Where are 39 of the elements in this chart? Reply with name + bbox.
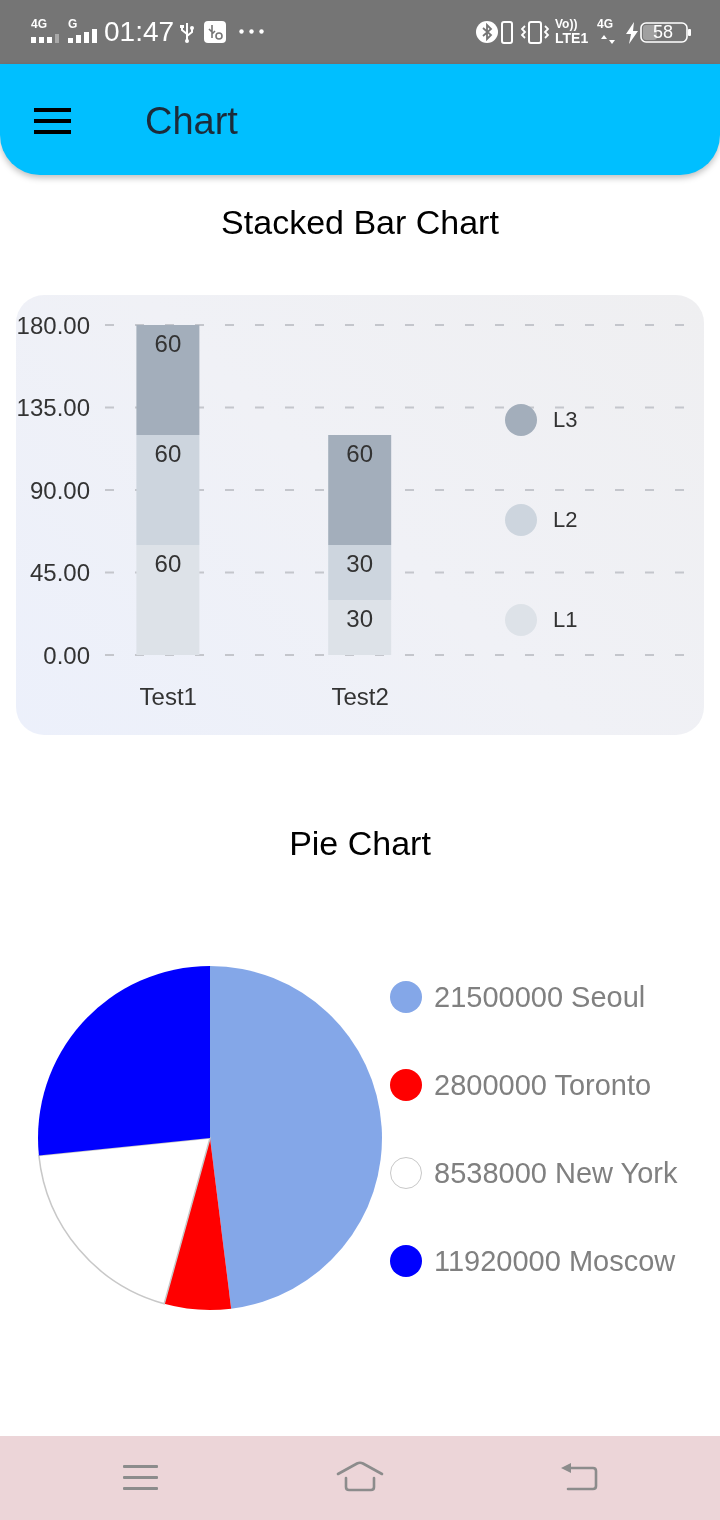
text: 4G [597, 17, 614, 31]
pie-slice [210, 966, 382, 1309]
data-label: 60 [154, 550, 182, 578]
legend-label: L1 [553, 607, 578, 632]
y-tick-label: 45.00 [29, 559, 90, 587]
bar [136, 325, 200, 435]
text: 58 [652, 22, 674, 42]
text: Chart [145, 100, 238, 142]
text: G [68, 17, 78, 31]
legend-label: 21500000 Seoul [434, 980, 646, 1013]
data-label: 60 [154, 330, 182, 358]
bar [136, 435, 200, 545]
pie-slice [38, 1137, 211, 1305]
text: LTE1 [555, 30, 589, 46]
data-label: 30 [346, 605, 374, 633]
legend-label: 11920000 Moscow [434, 1244, 676, 1277]
bar [136, 545, 200, 655]
y-tick-label: 90.00 [29, 476, 90, 504]
y-tick-label: 135.00 [16, 394, 90, 422]
text: 4G [31, 17, 48, 31]
x-tick-label: Test2 [331, 683, 389, 711]
chart-title: Stacked Bar Chart [221, 203, 499, 241]
bar [328, 545, 392, 600]
data-label: 60 [346, 440, 374, 468]
text: 01:47 [104, 16, 175, 47]
bar [328, 435, 392, 545]
data-label: 30 [346, 550, 374, 578]
text: Vo)) [555, 17, 578, 31]
chart-title: Pie Chart [289, 824, 431, 862]
x-tick-label: Test1 [139, 683, 197, 711]
y-tick-label: 180.00 [16, 311, 90, 339]
legend-label: 8538000 New York [434, 1156, 678, 1189]
legend-label: 2800000 Toronto [434, 1068, 652, 1101]
pie-slice [38, 966, 210, 1156]
y-tick-label: 0.00 [43, 641, 90, 669]
data-label: 60 [154, 440, 182, 468]
bar [328, 600, 392, 655]
legend-label: L3 [553, 407, 578, 432]
legend-label: L2 [553, 507, 578, 532]
